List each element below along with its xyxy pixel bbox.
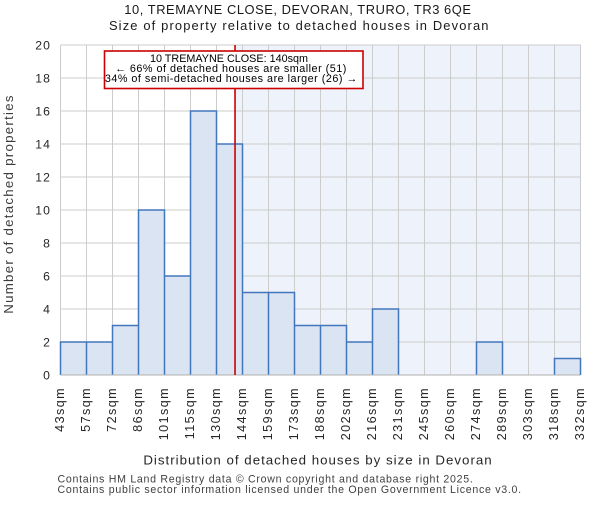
svg-text:← 66% of detached houses are s: ← 66% of detached houses are smaller (51… [115, 63, 347, 75]
svg-text:Distribution of detached house: Distribution of detached houses by size … [143, 452, 492, 467]
svg-text:10 TREMAYNE CLOSE: 140sqm: 10 TREMAYNE CLOSE: 140sqm [150, 53, 308, 65]
svg-text:Number of detached properties: Number of detached properties [1, 94, 16, 314]
svg-text:72sqm: 72sqm [105, 387, 119, 432]
svg-text:Size of property relative to d: Size of property relative to detached ho… [109, 18, 490, 33]
svg-text:159sqm: 159sqm [261, 387, 275, 440]
svg-text:289sqm: 289sqm [495, 387, 509, 440]
svg-text:86sqm: 86sqm [131, 387, 145, 432]
svg-text:Contains HM Land Registry data: Contains HM Land Registry data © Crown c… [58, 474, 474, 486]
svg-text:34% of semi-detached houses ar: 34% of semi-detached houses are larger (… [105, 73, 358, 85]
svg-text:144sqm: 144sqm [235, 387, 249, 440]
svg-text:12: 12 [35, 170, 51, 184]
svg-text:10: 10 [35, 203, 51, 217]
svg-text:4: 4 [43, 302, 51, 316]
svg-text:57sqm: 57sqm [79, 387, 93, 432]
svg-text:274sqm: 274sqm [469, 387, 483, 440]
svg-text:332sqm: 332sqm [573, 387, 587, 440]
svg-text:130sqm: 130sqm [209, 387, 223, 440]
svg-text:231sqm: 231sqm [391, 387, 405, 440]
svg-text:Contains public sector informa: Contains public sector information licen… [58, 484, 522, 496]
svg-text:8: 8 [43, 236, 51, 250]
svg-text:0: 0 [43, 368, 51, 382]
svg-text:318sqm: 318sqm [547, 387, 561, 440]
svg-text:43sqm: 43sqm [53, 387, 67, 432]
svg-text:216sqm: 216sqm [365, 387, 379, 440]
svg-text:10, TREMAYNE CLOSE, DEVORAN, T: 10, TREMAYNE CLOSE, DEVORAN, TRURO, TR3 … [124, 2, 471, 17]
svg-text:16: 16 [35, 104, 51, 118]
svg-text:115sqm: 115sqm [183, 387, 197, 439]
svg-text:2: 2 [43, 335, 51, 349]
svg-text:6: 6 [43, 269, 51, 283]
svg-text:18: 18 [35, 71, 51, 85]
svg-text:173sqm: 173sqm [287, 387, 301, 440]
svg-text:303sqm: 303sqm [521, 387, 535, 440]
svg-text:14: 14 [35, 137, 51, 151]
svg-text:188sqm: 188sqm [313, 387, 327, 440]
svg-text:245sqm: 245sqm [417, 387, 431, 440]
svg-text:202sqm: 202sqm [339, 387, 353, 440]
svg-text:20: 20 [35, 38, 51, 52]
svg-text:260sqm: 260sqm [443, 387, 457, 440]
svg-text:101sqm: 101sqm [157, 387, 171, 440]
